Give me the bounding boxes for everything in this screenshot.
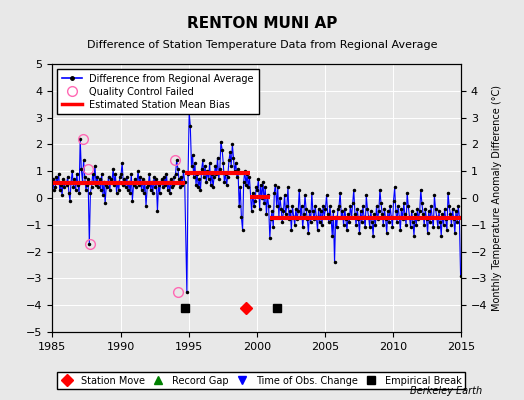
Text: Difference of Station Temperature Data from Regional Average: Difference of Station Temperature Data f… <box>87 40 437 50</box>
Text: RENTON MUNI AP: RENTON MUNI AP <box>187 16 337 31</box>
Text: Berkeley Earth: Berkeley Earth <box>410 386 482 396</box>
Y-axis label: Monthly Temperature Anomaly Difference (°C): Monthly Temperature Anomaly Difference (… <box>492 85 501 311</box>
Legend: Station Move, Record Gap, Time of Obs. Change, Empirical Break: Station Move, Record Gap, Time of Obs. C… <box>57 372 465 390</box>
